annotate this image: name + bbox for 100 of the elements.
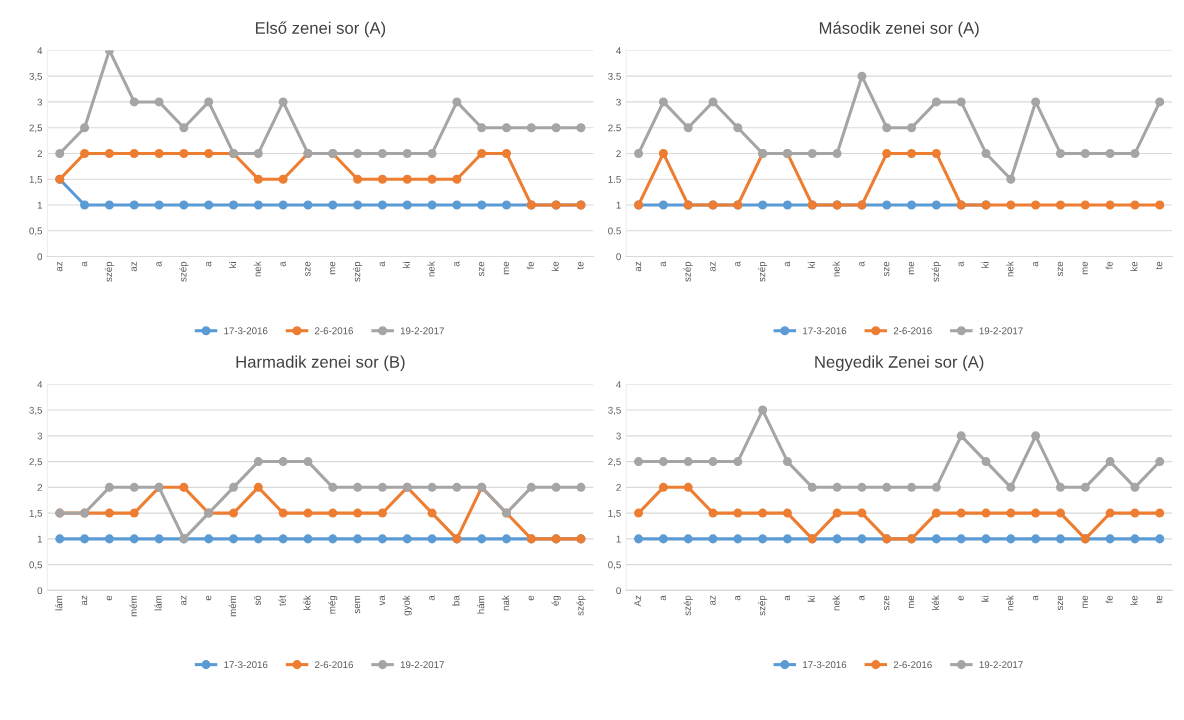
x-tick-label: ke — [551, 261, 559, 271]
point — [1105, 457, 1115, 467]
y-tick-label: 3,5 — [29, 406, 43, 415]
point — [907, 482, 917, 492]
x-tick-label: me — [1082, 261, 1088, 275]
x-tick-label: te — [577, 261, 584, 270]
point — [1080, 482, 1090, 492]
point — [1080, 200, 1090, 210]
point — [278, 200, 288, 210]
x-tick-label: a — [660, 595, 666, 601]
x-tick-label: sze — [1057, 261, 1064, 277]
point — [402, 148, 412, 158]
point — [807, 148, 817, 158]
point — [931, 508, 941, 518]
point — [104, 508, 114, 518]
x-tick-label: a — [958, 261, 964, 267]
point — [1155, 200, 1165, 210]
x-tick-label: az — [181, 595, 187, 606]
point — [1155, 97, 1165, 107]
x-tick-label: a — [735, 595, 741, 601]
point — [353, 508, 363, 518]
x-tick-label: e — [528, 595, 534, 601]
point — [427, 200, 437, 210]
chart-title: Első zenei sor (A) — [255, 21, 386, 38]
point — [758, 200, 768, 210]
point — [1105, 534, 1115, 544]
legend-label: 19-2-2017 — [979, 327, 1023, 335]
point — [129, 148, 139, 158]
point — [782, 508, 792, 518]
x-tick-label: va — [379, 595, 386, 606]
point — [353, 174, 363, 184]
point — [931, 148, 941, 158]
point — [80, 200, 90, 210]
point — [1006, 200, 1016, 210]
point — [477, 123, 487, 133]
point — [733, 508, 743, 518]
x-tick-label: nek — [1006, 595, 1014, 611]
point — [1155, 457, 1165, 467]
point — [708, 457, 718, 467]
x-tick-label: nak — [501, 595, 510, 611]
x-tick-label: nek — [427, 261, 435, 277]
x-tick-label: lám — [55, 595, 63, 611]
point — [882, 482, 892, 492]
x-tick-label: a — [784, 261, 791, 267]
point — [683, 534, 693, 544]
point — [1155, 534, 1165, 544]
point — [956, 97, 966, 107]
y-tick-label: 3,5 — [29, 72, 43, 81]
x-tick-label: kék — [931, 595, 939, 610]
point — [931, 534, 941, 544]
y-tick-label: 1 — [616, 201, 621, 209]
x-tick-label: nek — [832, 595, 840, 611]
point — [477, 200, 487, 210]
point — [179, 123, 189, 133]
point — [1105, 508, 1115, 518]
x-tick-label: sze — [478, 261, 485, 277]
point — [353, 482, 363, 492]
point — [253, 482, 263, 492]
x-tick-label: ki — [981, 262, 989, 268]
point — [303, 200, 313, 210]
x-tick-label: fe — [1105, 261, 1113, 270]
legend-label: 19-2-2017 — [400, 327, 444, 335]
y-tick-label: 2,5 — [29, 458, 43, 467]
point — [80, 148, 90, 158]
point — [228, 508, 239, 518]
x-tick-label: szép — [758, 261, 768, 282]
point — [1006, 508, 1016, 518]
chart-title: Második zenei sor (A) — [819, 21, 979, 38]
legend-label: 17-3-2016 — [224, 327, 268, 335]
x-tick-label: még — [328, 595, 338, 614]
point — [576, 123, 586, 133]
x-tick-label: az — [131, 261, 137, 272]
point — [228, 534, 239, 544]
point — [658, 97, 668, 107]
point — [1031, 200, 1041, 210]
point — [956, 534, 966, 544]
point — [427, 174, 437, 184]
y-tick-label: 0.5 — [608, 227, 621, 235]
x-tick-label: fe — [1105, 595, 1113, 604]
point — [832, 534, 842, 544]
x-tick-label: Az — [634, 595, 642, 607]
point — [683, 457, 693, 467]
point — [303, 457, 313, 467]
point — [501, 123, 512, 133]
x-tick-label: sem — [354, 595, 361, 614]
point — [204, 97, 214, 107]
point — [253, 457, 263, 467]
y-tick-label: 2 — [37, 484, 43, 491]
legend-label: 19-2-2017 — [400, 661, 444, 669]
y-tick-label: 3 — [616, 98, 621, 106]
x-tick-label: nek — [832, 261, 840, 277]
x-tick-label: ég — [551, 595, 561, 606]
point — [526, 482, 536, 492]
point — [353, 148, 363, 158]
y-tick-label: 3 — [616, 432, 621, 440]
point — [1130, 200, 1140, 210]
point — [832, 148, 842, 158]
point — [353, 534, 363, 544]
x-tick-label: nek — [253, 261, 261, 277]
legend-label: 2-6-2016 — [315, 661, 354, 669]
